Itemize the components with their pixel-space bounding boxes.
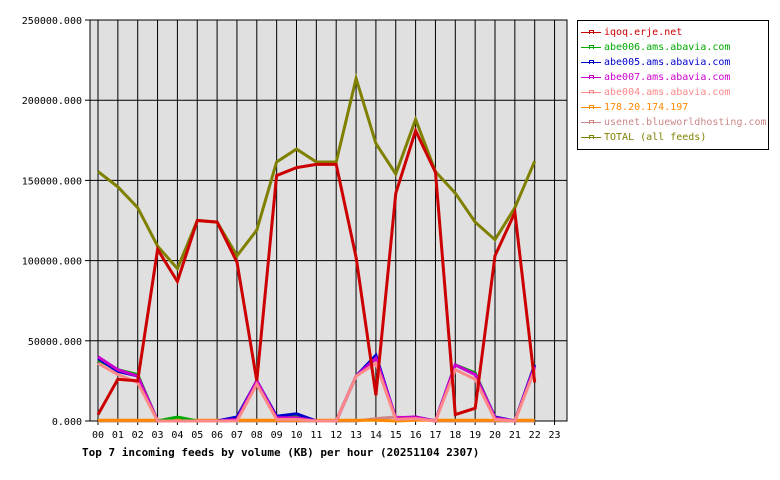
legend-item: TOTAL (all feeds) (581, 130, 768, 145)
svg-text:04: 04 (171, 430, 183, 441)
series-line (97, 72, 537, 272)
svg-text:06: 06 (211, 430, 223, 441)
legend-label: abe005.ams.abavia.com (604, 57, 731, 68)
legend: iqoq.erje.net abe006.ams.abavia.com abe0… (577, 20, 769, 150)
svg-text:50000.000: 50000.000 (28, 337, 82, 348)
svg-text:19: 19 (469, 430, 481, 441)
legend-item: abe007.ams.abavia.com (581, 70, 768, 85)
svg-text:150000.000: 150000.000 (22, 176, 82, 187)
line-marker-icon (581, 119, 601, 126)
line-marker-icon (581, 89, 601, 96)
svg-text:01: 01 (112, 430, 124, 441)
y-axis: 0.000 50000.000 100000.000 150000.000 200000… (22, 16, 90, 428)
svg-text:22: 22 (529, 430, 541, 441)
legend-item: usenet.blueworldhosting.com (581, 115, 768, 130)
x-axis: 00 01 02 03 04 05 06 07 08 09 10 11 12 13 14 15 16 17 18 19… (92, 421, 561, 441)
line-marker-icon (581, 29, 601, 36)
line-marker-icon (581, 44, 601, 51)
svg-text:00: 00 (92, 430, 104, 441)
svg-text:17: 17 (429, 430, 441, 441)
svg-text:10: 10 (290, 430, 302, 441)
legend-label: iqoq.erje.net (604, 27, 683, 38)
legend-label: 178.20.174.197 (604, 102, 689, 113)
svg-text:21: 21 (509, 430, 521, 441)
svg-text:03: 03 (152, 430, 164, 441)
svg-text:16: 16 (410, 430, 422, 441)
chart-title: Top 7 incoming feeds by volume (KB) per … (82, 446, 479, 459)
svg-text:200000.000: 200000.000 (22, 96, 82, 107)
legend-item: abe004.ams.abavia.com (581, 85, 768, 100)
svg-text:100000.000: 100000.000 (22, 257, 82, 268)
svg-text:02: 02 (132, 430, 144, 441)
legend-label: abe007.ams.abavia.com (604, 72, 731, 83)
legend-label: TOTAL (all feeds) (604, 132, 707, 143)
svg-text:09: 09 (271, 430, 283, 441)
legend-label: abe004.ams.abavia.com (604, 87, 731, 98)
legend-item: iqoq.erje.net (581, 25, 768, 40)
svg-text:18: 18 (449, 430, 461, 441)
svg-text:14: 14 (370, 430, 382, 441)
svg-text:15: 15 (390, 430, 402, 441)
plot-area (89, 19, 568, 422)
svg-text:13: 13 (350, 430, 362, 441)
svg-text:250000.000: 250000.000 (22, 16, 82, 27)
data-series (96, 72, 537, 423)
line-marker-icon (581, 74, 601, 81)
legend-label: abe006.ams.abavia.com (604, 42, 731, 53)
svg-text:05: 05 (191, 430, 203, 441)
svg-text:11: 11 (310, 430, 322, 441)
legend-label: usenet.blueworldhosting.com (604, 117, 767, 128)
line-marker-icon (581, 104, 601, 111)
legend-item: 178.20.174.197 (581, 100, 768, 115)
svg-text:0.000: 0.000 (52, 417, 82, 428)
svg-text:12: 12 (330, 430, 342, 441)
svg-text:07: 07 (231, 430, 243, 441)
line-marker-icon (581, 59, 601, 66)
series-line (96, 126, 537, 417)
svg-text:20: 20 (489, 430, 501, 441)
svg-text:08: 08 (251, 430, 263, 441)
svg-text:23: 23 (549, 430, 561, 441)
legend-item: abe006.ams.abavia.com (581, 40, 768, 55)
line-marker-icon (581, 134, 601, 141)
legend-item: abe005.ams.abavia.com (581, 55, 768, 70)
series-line (97, 361, 537, 423)
